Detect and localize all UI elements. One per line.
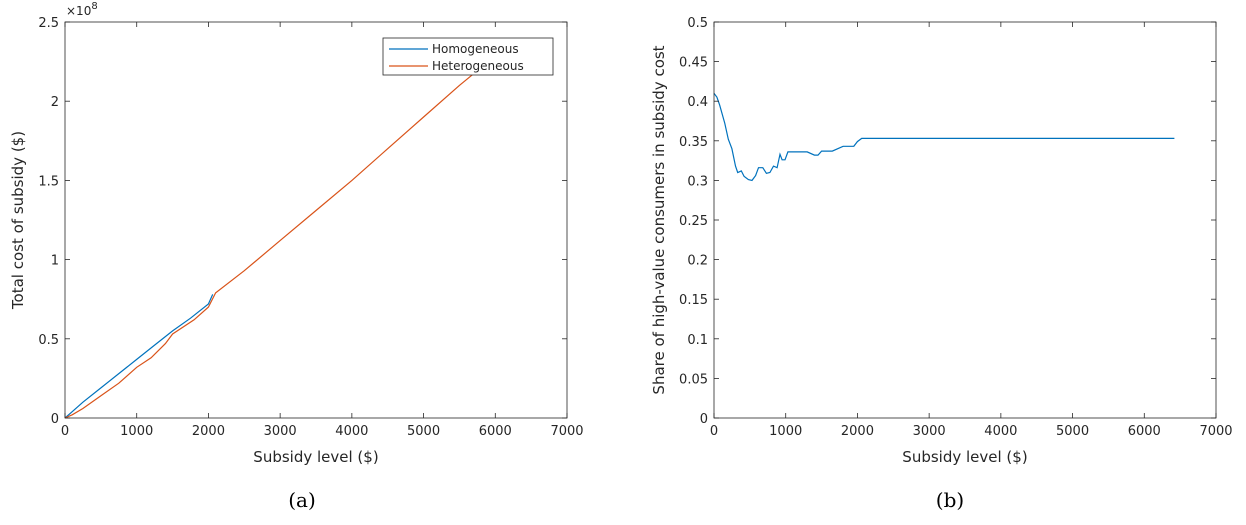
y-tick-label-a: 2 xyxy=(51,95,59,110)
y-tick-label-b: 0.5 xyxy=(687,16,708,31)
y-tick-label-b: 0.35 xyxy=(679,135,708,150)
x-tick-label-a: 6000 xyxy=(479,424,512,439)
x-tick-label-a: 3000 xyxy=(264,424,297,439)
y-scale-factor-a: ×108 xyxy=(66,1,98,18)
y-tick-label-b: 0.3 xyxy=(687,174,708,189)
x-tick-label-b: 0 xyxy=(710,424,718,439)
y-tick-label-a: 0.5 xyxy=(38,333,59,348)
x-axis-label-a: Subsidy level ($) xyxy=(253,448,378,466)
series-group-b xyxy=(713,92,1175,182)
y-tick-label-b: 0.15 xyxy=(679,293,708,308)
series-line-homogeneous-a xyxy=(64,294,214,419)
x-tick-label-b: 6000 xyxy=(1128,424,1161,439)
y-tick-label-b: 0 xyxy=(700,412,708,427)
y-axis-label-a: Total cost of subsidy ($) xyxy=(9,131,27,310)
series-group-a xyxy=(64,64,485,419)
x-tick-label-a: 5000 xyxy=(407,424,440,439)
panel-b: 0 1000 2000 3000 4000 5000 6000 7000 0 0.05 0.1 0.1… xyxy=(650,16,1233,512)
x-tick-label-b: 7000 xyxy=(1199,424,1232,439)
y-tick-label-a: 1.5 xyxy=(38,174,59,189)
x-tick-label-a: 4000 xyxy=(335,424,368,439)
y-tick-label-b: 0.4 xyxy=(687,95,708,110)
caption-b: (b) xyxy=(936,488,964,512)
axes-a: 0 1000 2000 3000 4000 5000 6000 7000 0 0.5 1 1.5 2 2.… xyxy=(38,16,583,439)
legend-box-a xyxy=(382,37,554,76)
x-tick-label-b: 1000 xyxy=(769,424,802,439)
y-tick-label-a: 0 xyxy=(51,412,59,427)
x-tick-label-b: 4000 xyxy=(984,424,1017,439)
y-tick-label-a: 1 xyxy=(51,254,59,269)
x-tick-label-a: 2000 xyxy=(192,424,225,439)
axes-box-a xyxy=(64,21,568,419)
plot-area-b xyxy=(714,22,1216,418)
x-tick-label-b: 5000 xyxy=(1056,424,1089,439)
x-tick-label-b: 2000 xyxy=(841,424,874,439)
x-tick-label-a: 1000 xyxy=(120,424,153,439)
legend-label-heterogeneous: Heterogeneous xyxy=(432,59,524,73)
plot-area-a xyxy=(65,22,567,418)
x-axis-label-b: Subsidy level ($) xyxy=(902,448,1027,466)
legend-label-homogeneous: Homogeneous xyxy=(432,42,519,56)
x-tick-label-b: 3000 xyxy=(913,424,946,439)
series-line-share-b xyxy=(713,92,1175,182)
y-tick-label-b: 0.1 xyxy=(687,333,708,348)
legend-a: Homogeneous Heterogeneous xyxy=(382,37,554,76)
x-tick-label-a: 7000 xyxy=(550,424,583,439)
y-tick-label-a: 2.5 xyxy=(38,16,59,31)
y-axis-label-b: Share of high-value consumers in subsidy… xyxy=(650,45,668,394)
y-tick-label-b: 0.45 xyxy=(679,56,708,71)
series-line-heterogeneous-a xyxy=(64,64,485,419)
y-tick-label-b: 0.25 xyxy=(679,214,708,229)
axes-b: 0 1000 2000 3000 4000 5000 6000 7000 0 0.05 0.1 0.1… xyxy=(679,16,1233,439)
panel-a: 0 1000 2000 3000 4000 5000 6000 7000 0 0.5 1 1.5 2 2.… xyxy=(9,1,584,512)
x-tick-label-a: 0 xyxy=(61,424,69,439)
y-tick-label-b: 0.2 xyxy=(687,254,708,269)
y-tick-label-b: 0.05 xyxy=(679,372,708,387)
caption-a: (a) xyxy=(288,488,316,512)
